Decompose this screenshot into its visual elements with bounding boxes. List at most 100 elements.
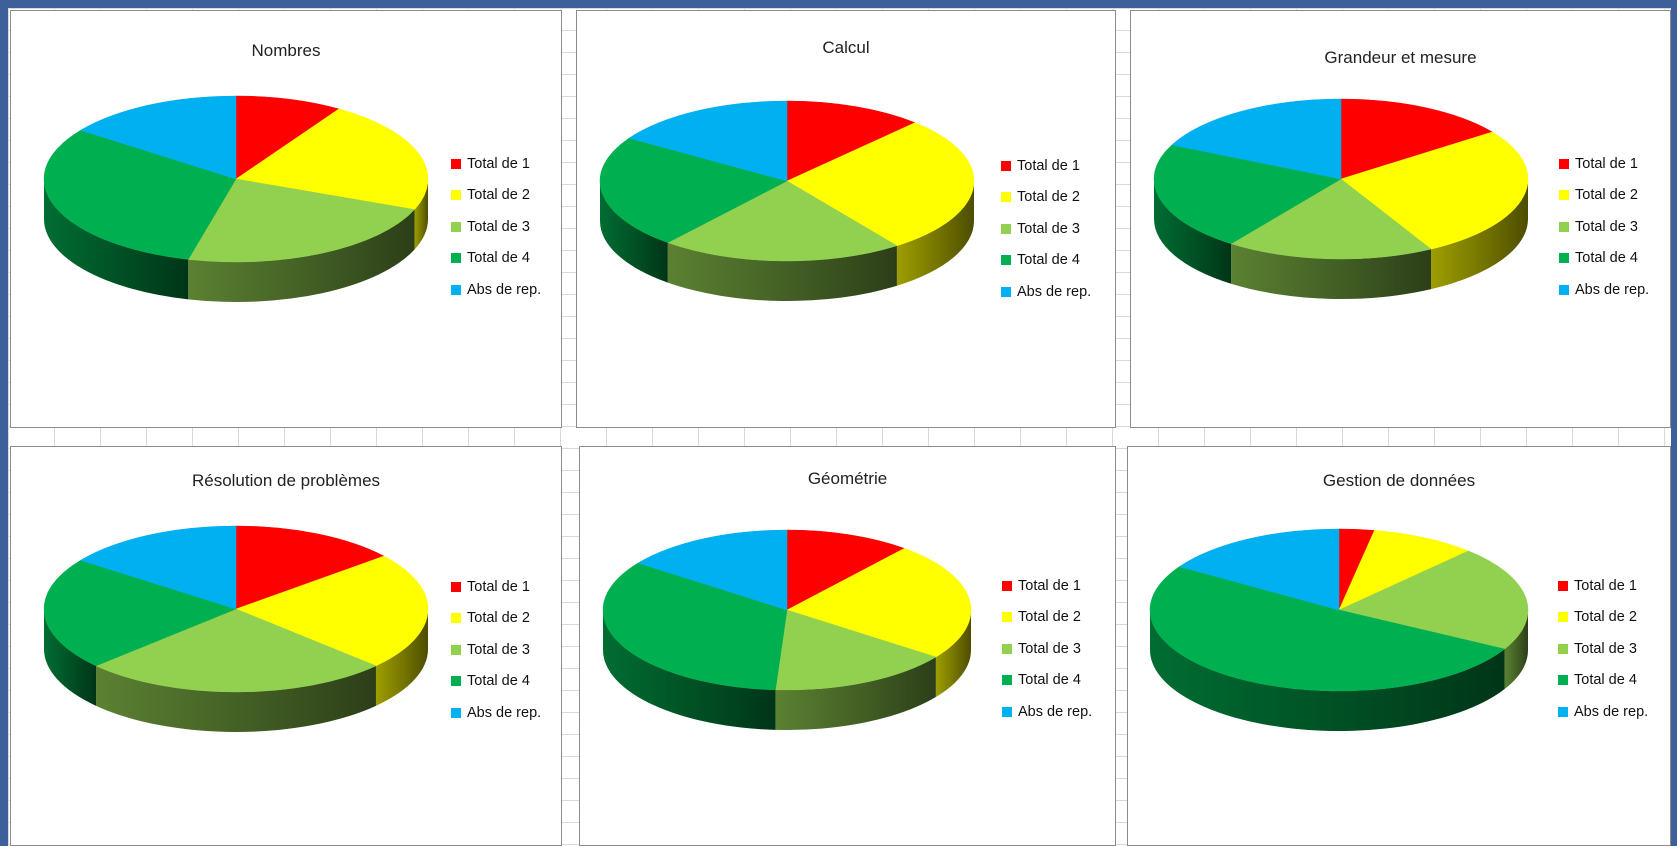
window-frame-left	[0, 0, 8, 846]
pie-wall-4	[600, 181, 668, 283]
pie-slice-4	[602, 562, 788, 691]
pie-slice-5	[1171, 98, 1342, 180]
pie-wall-4	[1150, 610, 1505, 731]
legend-item: Total de 2	[451, 603, 541, 635]
legend-item: Total de 1	[1559, 148, 1649, 180]
legend-item: Total de 2	[1558, 602, 1648, 634]
legend-item: Total de 3	[451, 634, 541, 666]
legend-item: Total de 4	[451, 243, 541, 275]
legend-label: Total de 2	[1018, 609, 1081, 626]
legend-label: Total de 2	[467, 187, 530, 204]
pie-wall-2	[935, 610, 971, 698]
pie-top	[1153, 98, 1529, 260]
legend-item: Total de 4	[1558, 665, 1648, 697]
legend-label: Total de 3	[467, 641, 530, 658]
pie-slice-2	[1340, 131, 1529, 250]
pie-wall-2	[1431, 179, 1528, 290]
legend-label: Total de 3	[1018, 640, 1081, 657]
pie-chart-4[interactable]: Résolution de problèmes Total de 1 Total d…	[10, 446, 562, 846]
legend-item: Total de 4	[1559, 243, 1649, 275]
legend-swatch	[1002, 580, 1012, 591]
legend-label: Total de 2	[1574, 609, 1637, 626]
legend-label: Total de 1	[1018, 577, 1081, 594]
chart-title: Gestion de données	[1322, 471, 1476, 490]
window-frame-top	[0, 0, 1677, 8]
legend-swatch	[1559, 253, 1569, 264]
legend-item: Abs de rep.	[1559, 274, 1649, 306]
pie-slice-2	[786, 548, 972, 658]
legend-item: Abs de rep.	[451, 697, 541, 729]
pie-slice-4	[43, 129, 237, 260]
legend-label: Abs de rep.	[467, 281, 542, 298]
legend-item: Total de 3	[1559, 211, 1649, 243]
pie-wall-3	[667, 242, 897, 301]
legend-item: Abs de rep.	[1558, 696, 1648, 728]
chart-title: Résolution de problèmes	[191, 471, 381, 490]
legend-item: Total de 3	[1001, 213, 1091, 245]
pie-walls	[603, 610, 971, 730]
legend-swatch	[1558, 675, 1568, 686]
pie-wall-4	[44, 609, 97, 706]
pie-slice-1	[235, 95, 340, 180]
pie-walls	[600, 181, 974, 301]
chart-legend: Total de 1 Total de 2 Total de 3 Total de 4…	[451, 571, 541, 729]
legend-swatch	[451, 284, 461, 295]
legend-label: Total de 4	[1018, 672, 1081, 689]
legend-label: Total de 3	[1574, 640, 1637, 657]
chart-legend: Total de 1 Total de 2 Total de 3 Total de 4…	[1558, 570, 1648, 728]
legend-item: Total de 3	[451, 211, 541, 243]
pie-wall-4	[1154, 179, 1232, 284]
pie-slice-4	[43, 559, 237, 667]
legend-item: Total de 1	[451, 571, 541, 603]
legend-label: Total de 1	[1574, 577, 1637, 594]
legend-swatch	[451, 158, 461, 169]
pie-walls	[44, 609, 428, 732]
legend-item: Total de 1	[1001, 150, 1091, 182]
legend-swatch	[1558, 643, 1568, 654]
legend-swatch	[1559, 190, 1569, 201]
pie-svg	[1153, 98, 1529, 299]
legend-label: Total de 4	[1575, 250, 1638, 267]
pie-chart-1[interactable]: Nombres Total de 1 Total de 2 Total de 3 Tot…	[10, 10, 562, 428]
legend-swatch	[451, 253, 461, 264]
legend-swatch	[451, 221, 461, 232]
legend-label: Total de 4	[1017, 252, 1080, 269]
chart-legend: Total de 1 Total de 2 Total de 3 Total de 4…	[451, 148, 541, 306]
pie-wall-2	[414, 179, 428, 250]
legend-item: Total de 2	[1001, 182, 1091, 214]
legend-label: Total de 4	[1574, 672, 1637, 689]
pie-wall-3	[1231, 243, 1432, 299]
pie-svg	[43, 525, 429, 732]
legend-item: Abs de rep.	[451, 274, 541, 306]
legend-item: Total de 3	[1558, 633, 1648, 665]
legend-item: Total de 2	[451, 180, 541, 212]
legend-swatch	[451, 613, 461, 624]
pie-chart-3[interactable]: Grandeur et mesure Total de 1 Total de 2 To…	[1130, 10, 1671, 428]
pie-svg	[1149, 528, 1529, 731]
pie-slice-3	[95, 608, 377, 693]
legend-swatch	[1002, 706, 1012, 717]
pie-wall-2	[375, 609, 428, 706]
pie-top	[43, 95, 429, 263]
legend-label: Total de 4	[467, 673, 530, 690]
pie-wall-3	[775, 657, 936, 730]
pie-slice-3	[667, 180, 898, 262]
pie-top	[602, 529, 972, 691]
pie-slice-1	[235, 525, 385, 610]
legend-swatch	[451, 676, 461, 687]
legend-item: Abs de rep.	[1002, 696, 1092, 728]
legend-label: Abs de rep.	[1575, 281, 1650, 298]
pie-wall-3	[1504, 610, 1528, 690]
legend-item: Total de 4	[1001, 245, 1091, 277]
legend-item: Total de 1	[451, 148, 541, 180]
legend-label: Abs de rep.	[467, 704, 542, 721]
legend-swatch	[1002, 643, 1012, 654]
legend-label: Total de 3	[1575, 218, 1638, 235]
legend-swatch	[1001, 192, 1011, 203]
pie-chart-6[interactable]: Gestion de données Total de 1 Total de 2 To…	[1127, 446, 1671, 846]
pie-walls	[1154, 179, 1528, 299]
pie-wall-2	[896, 181, 974, 286]
pie-chart-2[interactable]: Calcul Total de 1 Total de 2 Total de 3 Tota…	[576, 10, 1116, 428]
pie-wall-3	[188, 209, 415, 302]
